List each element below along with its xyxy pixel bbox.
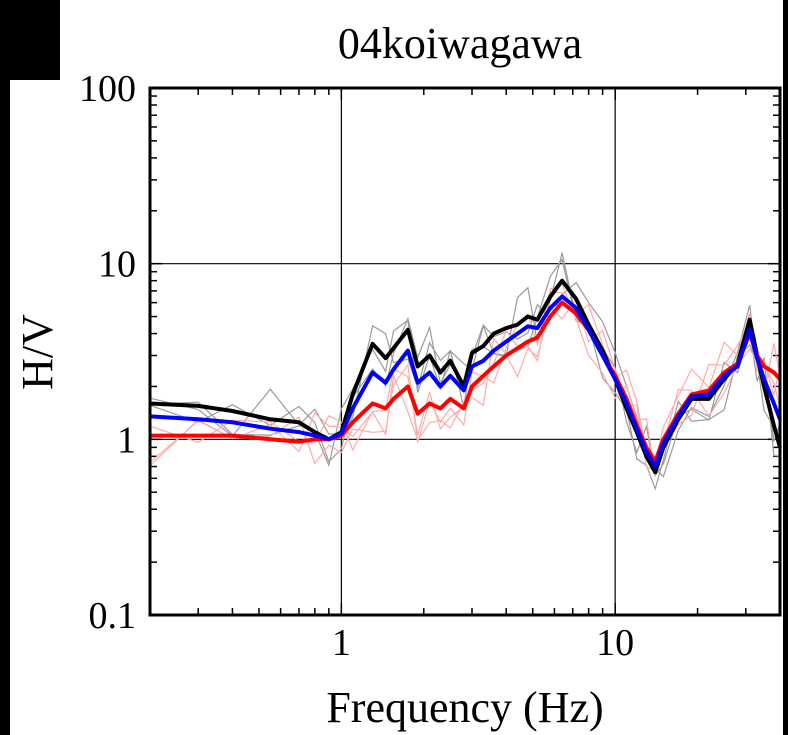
series-line-3: [149, 294, 782, 469]
y-tick-label: 0.1: [89, 595, 137, 637]
x-axis-title: Frequency (Hz): [326, 683, 603, 732]
y-tick-label: 100: [79, 68, 136, 110]
left-border: [0, 0, 10, 735]
y-axis-title: H/V: [13, 314, 62, 390]
minor-ticks: [149, 88, 781, 616]
record-line: [149, 252, 781, 478]
x-tick-label: 1: [332, 622, 351, 664]
grid-lines: [150, 88, 780, 615]
right-border: [783, 0, 788, 735]
chart-title: 04koiwagawa: [338, 19, 582, 68]
series-line-2: [150, 300, 782, 464]
series-lines: [149, 278, 782, 475]
plot-frame: [148, 86, 782, 617]
series-line-1: [149, 278, 782, 475]
x-tick-labels: 1 10: [332, 622, 634, 664]
y-tick-labels: 0.1 1 10 100: [79, 68, 136, 637]
record-line: [149, 297, 781, 472]
corner-border: [0, 0, 60, 80]
y-tick-label: 10: [98, 244, 136, 286]
x-tick-label: 10: [596, 622, 634, 664]
individual-records: [149, 252, 781, 491]
y-tick-label: 1: [117, 419, 136, 461]
